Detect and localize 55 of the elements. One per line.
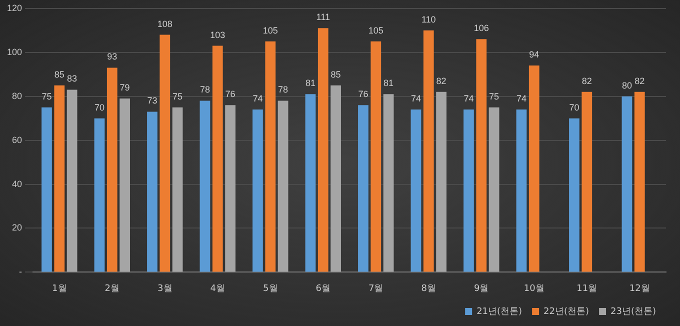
data-label: 94: [529, 50, 540, 60]
data-label: 85: [54, 69, 64, 80]
data-label: 76: [358, 89, 368, 100]
legend-label: 22년(천톤): [544, 306, 590, 317]
data-label: 70: [569, 102, 580, 112]
data-label: 85: [330, 69, 341, 80]
y-tick-label: 120: [6, 2, 22, 13]
data-label: 83: [67, 74, 78, 84]
data-label: 108: [157, 18, 172, 29]
data-label: 105: [368, 25, 384, 36]
data-label: 76: [225, 89, 236, 100]
data-label: 78: [200, 84, 210, 95]
data-label: 74: [464, 94, 474, 104]
data-label: 106: [474, 23, 489, 34]
x-tick-label: 3월: [158, 284, 172, 294]
y-tick-label: -: [19, 266, 22, 277]
data-label: 103: [210, 30, 226, 40]
data-label: 82: [436, 76, 446, 86]
x-tick-label: 7월: [368, 284, 384, 294]
data-label: 74: [410, 94, 421, 104]
x-tick-label: 10월: [524, 284, 544, 294]
data-label: 110: [421, 14, 436, 24]
y-tick-label: 40: [12, 178, 22, 189]
x-tick-label: 8월: [421, 284, 436, 294]
legend-label: 23년(천톤): [610, 306, 656, 317]
data-label: 111: [316, 12, 330, 22]
x-tick-label: 6월: [316, 284, 330, 294]
data-label: 73: [147, 96, 158, 106]
y-tick-label: 60: [12, 134, 22, 145]
data-label: 75: [489, 91, 500, 102]
data-label: 75: [172, 91, 183, 102]
legend-label: 21년(천톤): [476, 306, 522, 317]
data-label: 70: [94, 102, 104, 112]
y-tick-label: 80: [12, 90, 22, 101]
data-label: 81: [305, 78, 316, 88]
x-tick-label: 11월: [576, 284, 598, 294]
y-tick-label: 20: [12, 222, 22, 233]
data-label: 79: [120, 82, 130, 93]
data-label: 75: [42, 91, 52, 102]
data-label: 82: [582, 76, 592, 86]
data-label: 82: [634, 76, 645, 86]
x-tick-label: 4월: [210, 284, 226, 294]
data-label: 78: [278, 84, 288, 95]
data-label: 105: [262, 25, 278, 36]
x-tick-label: 12월: [629, 284, 650, 294]
data-label: 74: [252, 94, 263, 104]
data-label: 74: [516, 94, 526, 104]
x-tick-label: 1월: [52, 284, 67, 294]
x-tick-label: 2월: [104, 284, 120, 294]
x-tick-label: 9월: [474, 284, 489, 294]
data-label: 80: [622, 80, 632, 90]
x-tick-label: 5월: [263, 284, 278, 294]
data-label: 93: [107, 52, 118, 62]
data-label: 81: [384, 78, 394, 88]
y-tick-label: 100: [6, 46, 22, 57]
